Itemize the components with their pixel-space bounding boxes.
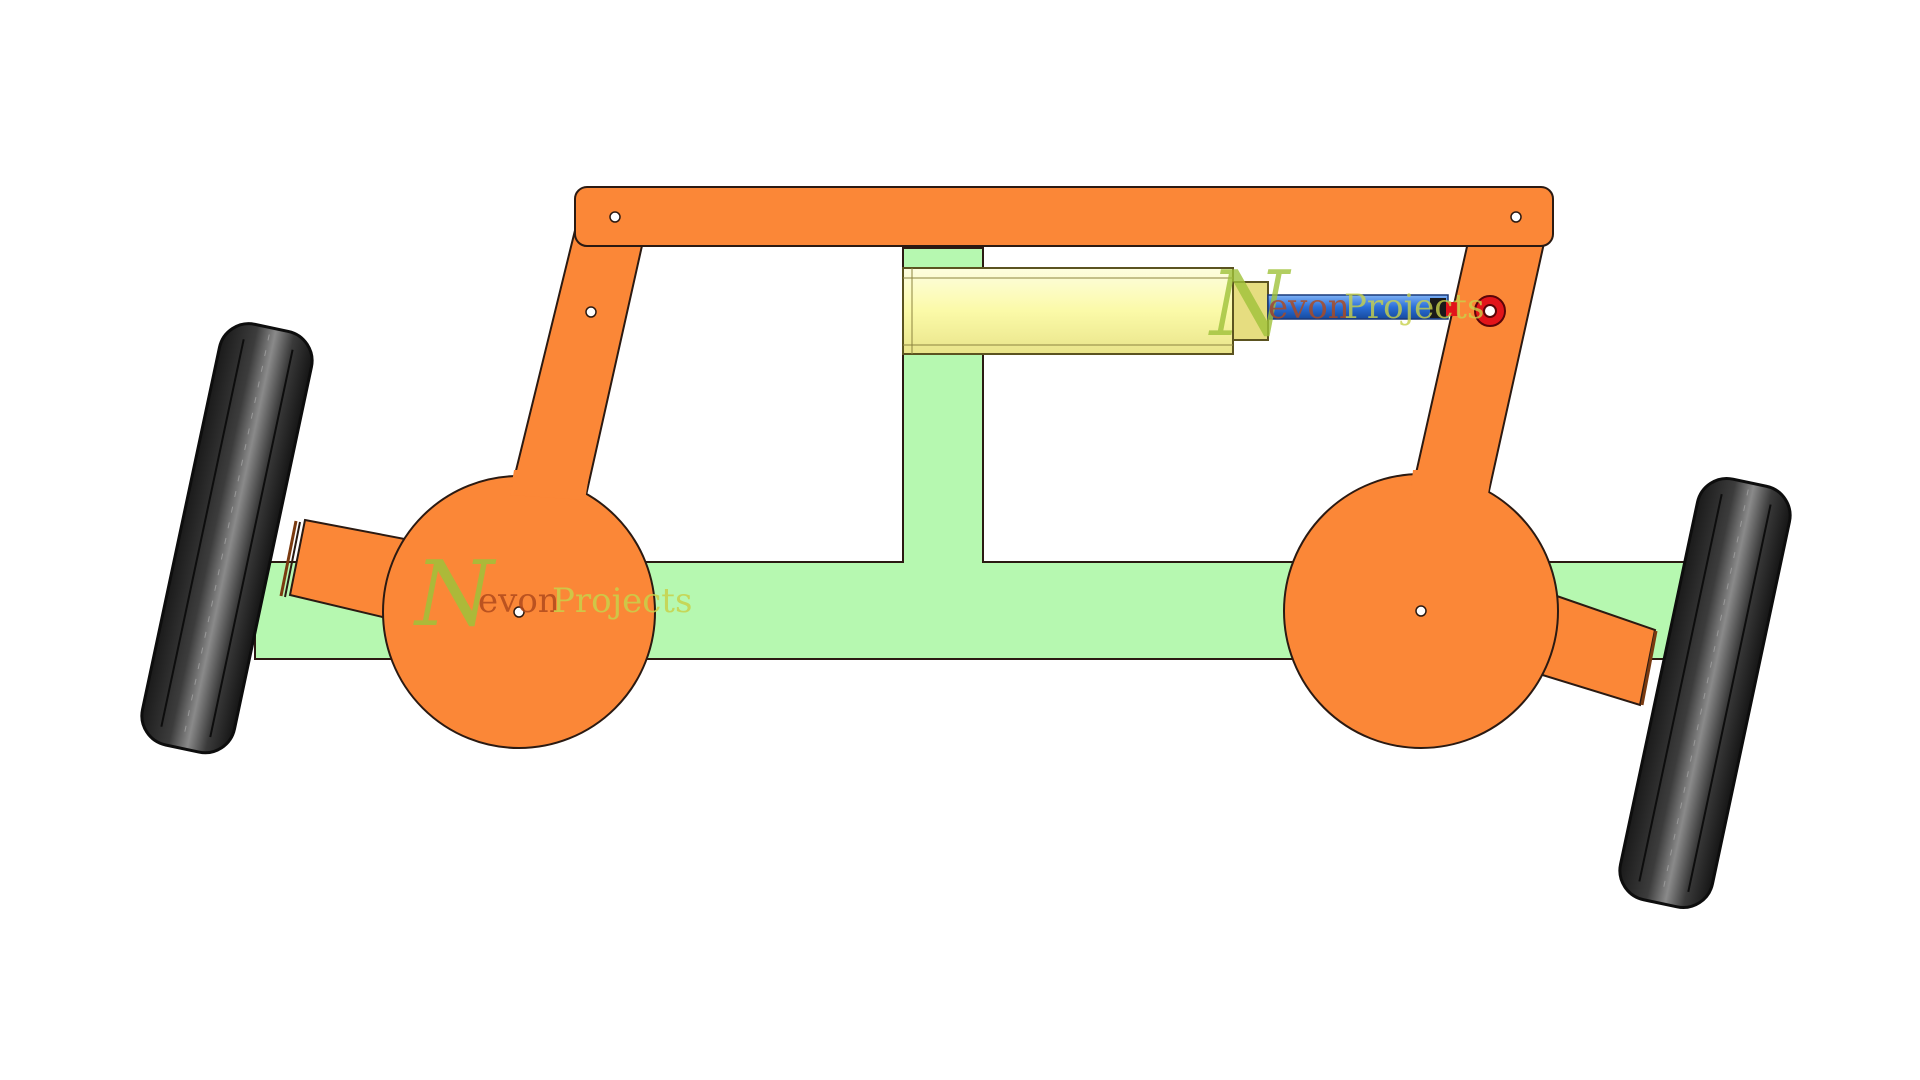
left-wheel — [140, 322, 314, 755]
tie-rod-right-pivot — [1510, 211, 1522, 223]
left-hub-pivot — [513, 606, 525, 618]
watermark-brand-mark-2: N — [1208, 252, 1292, 357]
left-steering-arm — [508, 209, 652, 502]
left-hub-disc — [382, 470, 656, 749]
right-hub-disc — [1283, 470, 1559, 749]
watermark-brand-second: Projects — [552, 581, 692, 621]
right-hub-pivot — [1415, 605, 1427, 617]
right-steering-arm — [1408, 218, 1550, 501]
actuator-barrel — [902, 267, 1234, 355]
watermark-actuator: N evon Projects — [1208, 252, 1484, 357]
linear-actuator — [902, 267, 1506, 355]
right-wheel — [1618, 477, 1792, 909]
tie-rod-left-pivot — [609, 211, 621, 223]
watermark-brand-first: evon — [478, 581, 560, 621]
tie-rod — [574, 186, 1554, 247]
watermark-brand-first-2: evon — [1268, 287, 1350, 327]
watermark-brand-mark: N — [413, 542, 497, 647]
watermark-center: N evon Projects — [413, 542, 692, 647]
actuator-rod-end — [1430, 298, 1446, 318]
actuator-collar — [1232, 281, 1269, 341]
watermark-brand-second-2: Projects — [1344, 287, 1484, 327]
left-arm-pivot — [585, 306, 597, 318]
